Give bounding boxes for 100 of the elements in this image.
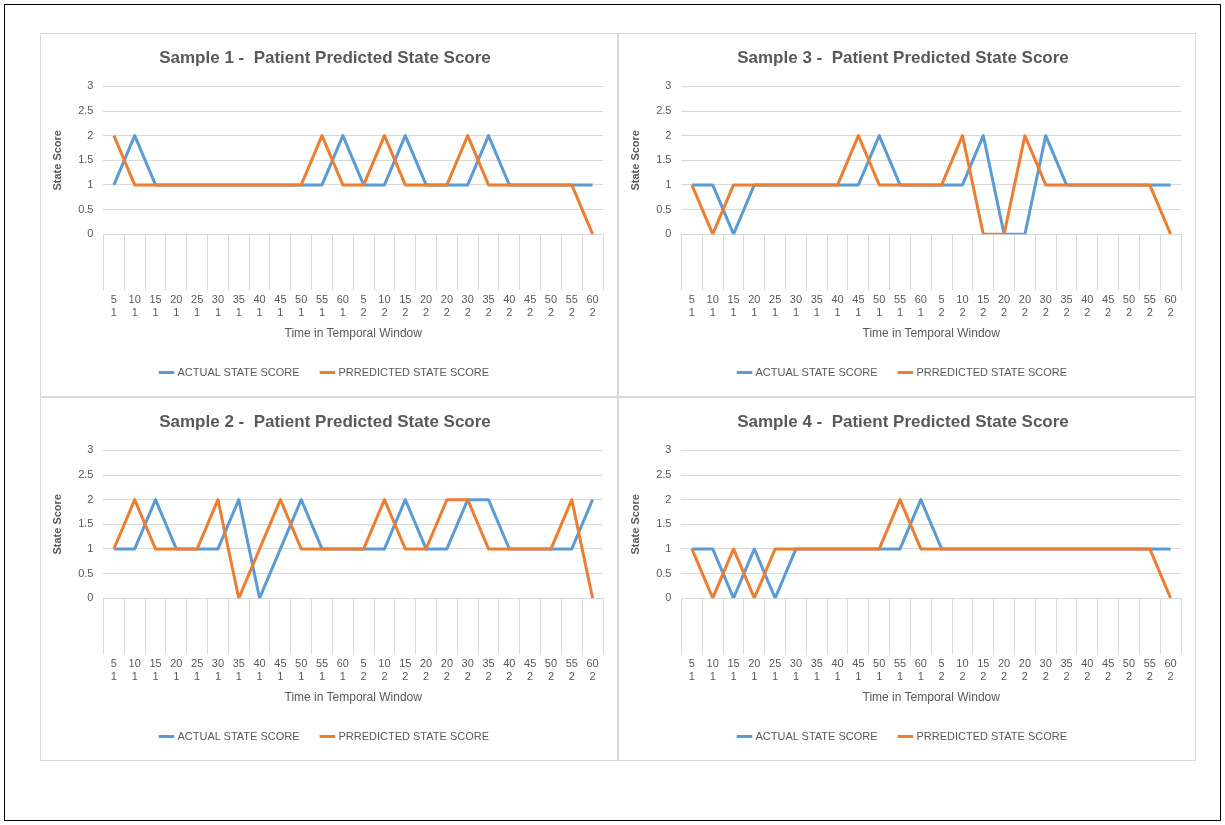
legend-label: ACTUAL STATE SCORE [755, 365, 878, 378]
y-tick-label: 1.5 [78, 153, 94, 166]
x-tick-label: 5 2 [360, 292, 367, 319]
y-tick-label: 0 [87, 591, 94, 604]
legend-label: PRREDICTED STATE SCORE [338, 365, 490, 378]
x-tick-label: 15 2 [399, 292, 412, 319]
x-tick-label: 20 2 [440, 292, 454, 319]
y-tick-label: 0 [665, 591, 672, 604]
x-tick-label: 40 2 [503, 656, 516, 683]
x-tick-label: 40 1 [253, 292, 266, 319]
x-tick-label: 20 1 [748, 292, 761, 319]
x-tick-label: 50 1 [295, 656, 308, 683]
x-tick-label: 20 1 [748, 656, 761, 683]
x-tick-label: 60 2 [1164, 656, 1177, 683]
x-tick-label: 50 2 [1122, 656, 1136, 683]
x-tick-label: 35 1 [810, 292, 823, 319]
x-tick-label: 50 2 [1122, 292, 1136, 319]
y-axis-title: State Score [628, 494, 641, 555]
x-tick-label: 60 1 [336, 656, 349, 683]
x-tick-label: 30 1 [789, 292, 803, 319]
chart-title: Sample 3 - Patient Predicted State Score [737, 47, 1069, 67]
x-tick-label: 45 2 [524, 292, 537, 319]
x-tick-label: 50 2 [544, 292, 558, 319]
y-tick-label: 2.5 [656, 468, 672, 481]
x-tick-label: 5 1 [110, 292, 117, 319]
y-tick-label: 2 [87, 128, 94, 141]
x-tick-label: 20 2 [1018, 656, 1032, 683]
x-tick-label: 55 2 [565, 656, 578, 683]
y-tick-label: 2 [665, 128, 672, 141]
y-tick-label: 0.5 [78, 566, 94, 579]
x-tick-label: 40 2 [1081, 292, 1094, 319]
x-tick-label: 60 2 [586, 292, 599, 319]
x-tick-label: 30 2 [461, 656, 474, 683]
y-tick-label: 3 [87, 443, 94, 456]
x-tick-label: 5 2 [938, 292, 945, 319]
y-tick-label: 1.5 [78, 517, 94, 530]
x-tick-label: 45 2 [1102, 656, 1115, 683]
x-tick-label: 35 2 [482, 292, 495, 319]
x-tick-label: 35 1 [232, 292, 245, 319]
x-tick-label: 55 2 [565, 292, 578, 319]
x-tick-label: 55 2 [1143, 656, 1156, 683]
legend-label: ACTUAL STATE SCORE [755, 729, 878, 742]
x-tick-label: 5 2 [938, 656, 945, 683]
x-tick-label: 45 2 [524, 656, 537, 683]
x-tick-label: 40 1 [831, 656, 844, 683]
x-tick-label: 40 1 [253, 656, 266, 683]
x-tick-label: 5 2 [360, 656, 367, 683]
y-axis-title: State Score [628, 130, 641, 191]
y-tick-label: 1.5 [656, 517, 672, 530]
x-tick-label: 10 1 [706, 656, 719, 683]
x-tick-label: 10 1 [128, 656, 141, 683]
x-tick-label: 5 1 [688, 656, 695, 683]
y-tick-label: 1.5 [656, 153, 672, 166]
x-tick-label: 15 1 [149, 656, 162, 683]
x-tick-label: 15 2 [399, 656, 412, 683]
x-tick-label: 60 1 [914, 656, 927, 683]
y-tick-label: 0 [665, 227, 672, 240]
x-tick-label: 35 1 [810, 656, 823, 683]
x-tick-label: 25 1 [769, 656, 782, 683]
x-tick-label: 20 2 [997, 292, 1011, 319]
x-tick-label: 20 2 [419, 292, 433, 319]
x-tick-label: 50 1 [873, 656, 886, 683]
x-tick-label: 20 1 [170, 292, 183, 319]
y-tick-label: 2.5 [656, 104, 672, 117]
x-tick-label: 60 2 [586, 656, 599, 683]
x-tick-label: 45 1 [852, 292, 865, 319]
y-tick-label: 0.5 [656, 566, 672, 579]
x-tick-label: 35 1 [232, 656, 245, 683]
x-tick-label: 50 1 [873, 292, 886, 319]
x-axis-title: Time in Temporal Window [284, 690, 423, 705]
chart-title: Sample 4 - Patient Predicted State Score [737, 411, 1069, 431]
y-tick-label: 3 [665, 79, 672, 92]
x-tick-label: 55 1 [893, 656, 907, 683]
x-tick-label: 30 2 [1039, 292, 1052, 319]
y-tick-label: 0.5 [656, 202, 672, 215]
chart-title: Sample 2 - Patient Predicted State Score [159, 411, 491, 431]
x-tick-label: 15 2 [977, 292, 990, 319]
x-tick-label: 30 1 [211, 292, 225, 319]
x-axis-title: Time in Temporal Window [284, 326, 423, 341]
y-tick-label: 2 [665, 492, 672, 505]
x-tick-label: 40 2 [503, 292, 516, 319]
x-tick-label: 45 2 [1102, 292, 1115, 319]
legend-label: ACTUAL STATE SCORE [177, 729, 300, 742]
x-tick-label: 40 2 [1081, 656, 1094, 683]
x-tick-label: 25 1 [191, 292, 204, 319]
x-tick-label: 35 2 [1060, 656, 1073, 683]
x-tick-label: 50 2 [544, 656, 558, 683]
x-tick-label: 15 1 [727, 292, 740, 319]
x-tick-label: 50 1 [295, 292, 308, 319]
x-tick-label: 30 2 [1039, 656, 1052, 683]
x-tick-label: 35 2 [1060, 292, 1073, 319]
x-tick-label: 5 1 [110, 656, 117, 683]
x-tick-label: 15 1 [149, 292, 162, 319]
x-tick-label: 10 2 [378, 292, 391, 319]
x-tick-label: 10 2 [956, 656, 969, 683]
x-tick-label: 10 2 [956, 292, 969, 319]
x-tick-label: 20 2 [419, 656, 433, 683]
x-tick-label: 10 1 [128, 292, 141, 319]
x-tick-label: 30 1 [211, 656, 225, 683]
x-tick-label: 60 2 [1164, 292, 1177, 319]
